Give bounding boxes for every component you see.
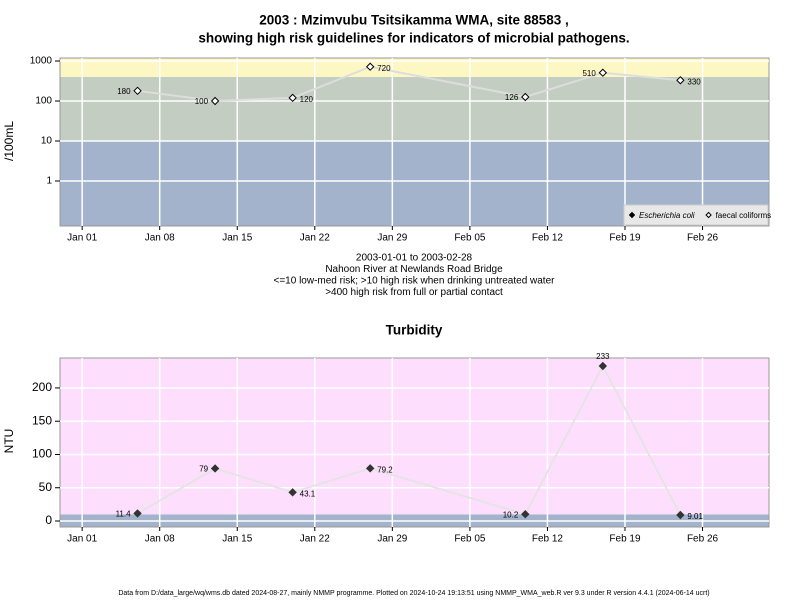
plot-frame [59, 357, 770, 528]
data-point [133, 86, 142, 96]
x-tick-label: Jan 22 [300, 534, 330, 545]
data-label: 510 [582, 69, 596, 78]
data-point [210, 96, 220, 106]
x-tick-label: Jan 29 [377, 233, 407, 244]
data-point [676, 510, 685, 520]
x-tick-label: Jan 22 [300, 233, 330, 244]
data-point [598, 361, 608, 371]
x-tick-label: Jan 01 [67, 233, 97, 244]
x-tick-label: Jan 15 [222, 534, 252, 545]
x-tick-label: Feb 26 [687, 233, 719, 244]
legend-label: Escherichia coli [639, 211, 695, 220]
legend-box [623, 204, 769, 226]
data-label: 120 [300, 95, 314, 104]
note: <=10 low-med risk; >10 high risk when dr… [274, 276, 556, 287]
x-tick-label: Feb 05 [454, 233, 486, 244]
x-tick-label: Feb 19 [609, 534, 641, 545]
y-tick-label: 200 [32, 380, 52, 394]
x-tick-label: Feb 12 [532, 534, 564, 545]
note: Nahoon River at Newlands Road Bridge [325, 264, 503, 275]
data-label: 10.2 [503, 510, 519, 519]
legend-marker [705, 211, 712, 219]
y-axis-label: /100mL [2, 121, 16, 161]
y-tick-label: 10 [41, 136, 53, 147]
legend-label: faecal coliforms [716, 211, 772, 220]
data-point [210, 464, 220, 473]
note: 2003-01-01 to 2003-02-28 [356, 253, 473, 264]
chart-title: 2003 : Mzimvubu Tsitsikamma WMA, site 88… [259, 13, 569, 28]
y-tick-label: 100 [35, 96, 52, 107]
data-label: 9.01 [687, 512, 703, 521]
data-label: 330 [687, 77, 701, 86]
x-tick-label: Jan 08 [145, 233, 175, 244]
y-tick-label: 1000 [30, 56, 53, 67]
data-point [676, 76, 685, 85]
chart-title: Turbidity [386, 323, 443, 338]
y-axis-label: NTU [2, 429, 16, 454]
guideline-band [60, 76, 769, 142]
data-label: 43.1 [300, 489, 316, 498]
y-tick-label: 1 [46, 176, 52, 187]
x-tick-label: Feb 12 [532, 233, 564, 244]
data-point [365, 464, 375, 473]
data-point [365, 62, 375, 71]
x-tick-label: Feb 26 [687, 534, 719, 545]
y-tick-label: 0 [45, 513, 52, 527]
y-tick-label: 100 [32, 447, 52, 461]
x-tick-label: Jan 08 [145, 534, 175, 545]
x-tick-label: Jan 15 [222, 233, 252, 244]
x-tick-label: Feb 05 [454, 534, 486, 545]
data-point [133, 509, 142, 518]
data-label: 720 [377, 64, 391, 73]
guideline-band [60, 358, 769, 515]
data-label: 79.2 [377, 465, 393, 474]
data-point [288, 93, 297, 103]
y-tick-label: 50 [39, 480, 53, 494]
chart-title: showing high risk guidelines for indicat… [198, 31, 629, 46]
legend-marker [628, 211, 636, 219]
x-tick-label: Feb 19 [609, 233, 641, 244]
x-tick-label: Jan 29 [377, 534, 407, 545]
x-tick-label: Jan 01 [67, 534, 97, 545]
data-label: 11.4 [116, 510, 132, 519]
plot-frame [59, 57, 770, 227]
note: >400 high risk from full or partial cont… [325, 287, 503, 298]
data-label: 180 [117, 87, 131, 96]
data-label: 233 [596, 352, 610, 361]
data-label: 100 [195, 97, 209, 106]
data-point [598, 68, 608, 77]
footer: Data from D:/data_large/wq/wms.db dated … [118, 590, 709, 597]
y-tick-label: 150 [32, 413, 52, 427]
data-label: 126 [505, 93, 519, 102]
data-point [521, 510, 530, 519]
data-point [521, 92, 530, 102]
data-label: 79 [199, 465, 208, 474]
data-point [288, 488, 297, 497]
